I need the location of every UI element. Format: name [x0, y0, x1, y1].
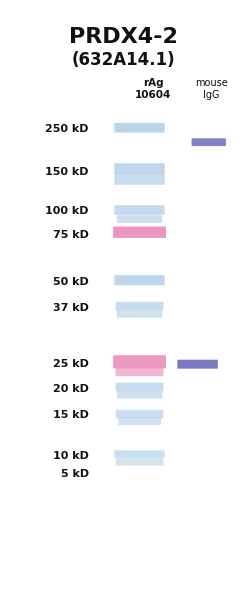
FancyBboxPatch shape [116, 368, 164, 376]
FancyBboxPatch shape [117, 391, 162, 398]
FancyBboxPatch shape [116, 383, 164, 391]
Text: 10 kD: 10 kD [53, 451, 89, 461]
FancyBboxPatch shape [114, 450, 165, 458]
Text: 50 kD: 50 kD [53, 277, 89, 287]
Text: 25 kD: 25 kD [53, 359, 89, 369]
FancyBboxPatch shape [116, 302, 164, 310]
Text: 20 kD: 20 kD [53, 384, 89, 394]
FancyBboxPatch shape [117, 215, 162, 223]
FancyBboxPatch shape [116, 410, 164, 418]
FancyBboxPatch shape [118, 418, 161, 425]
Text: 250 kD: 250 kD [45, 124, 89, 134]
Text: PRDX4-2: PRDX4-2 [69, 27, 178, 47]
FancyBboxPatch shape [177, 359, 218, 368]
FancyBboxPatch shape [116, 458, 164, 466]
Text: mouse
IgG: mouse IgG [195, 78, 227, 100]
Text: rAg
10604: rAg 10604 [135, 78, 171, 100]
Text: 100 kD: 100 kD [45, 206, 89, 216]
FancyBboxPatch shape [117, 310, 162, 318]
Text: 37 kD: 37 kD [53, 303, 89, 313]
FancyBboxPatch shape [113, 355, 166, 368]
Text: 15 kD: 15 kD [53, 410, 89, 420]
FancyBboxPatch shape [114, 123, 165, 133]
FancyBboxPatch shape [114, 275, 165, 285]
Text: 75 kD: 75 kD [53, 230, 89, 240]
FancyBboxPatch shape [114, 163, 165, 175]
Text: 150 kD: 150 kD [45, 167, 89, 177]
FancyBboxPatch shape [114, 205, 165, 215]
FancyBboxPatch shape [192, 138, 226, 146]
FancyBboxPatch shape [113, 226, 166, 238]
Text: (632A14.1): (632A14.1) [72, 51, 175, 69]
FancyBboxPatch shape [114, 175, 165, 185]
Text: 5 kD: 5 kD [61, 469, 89, 479]
